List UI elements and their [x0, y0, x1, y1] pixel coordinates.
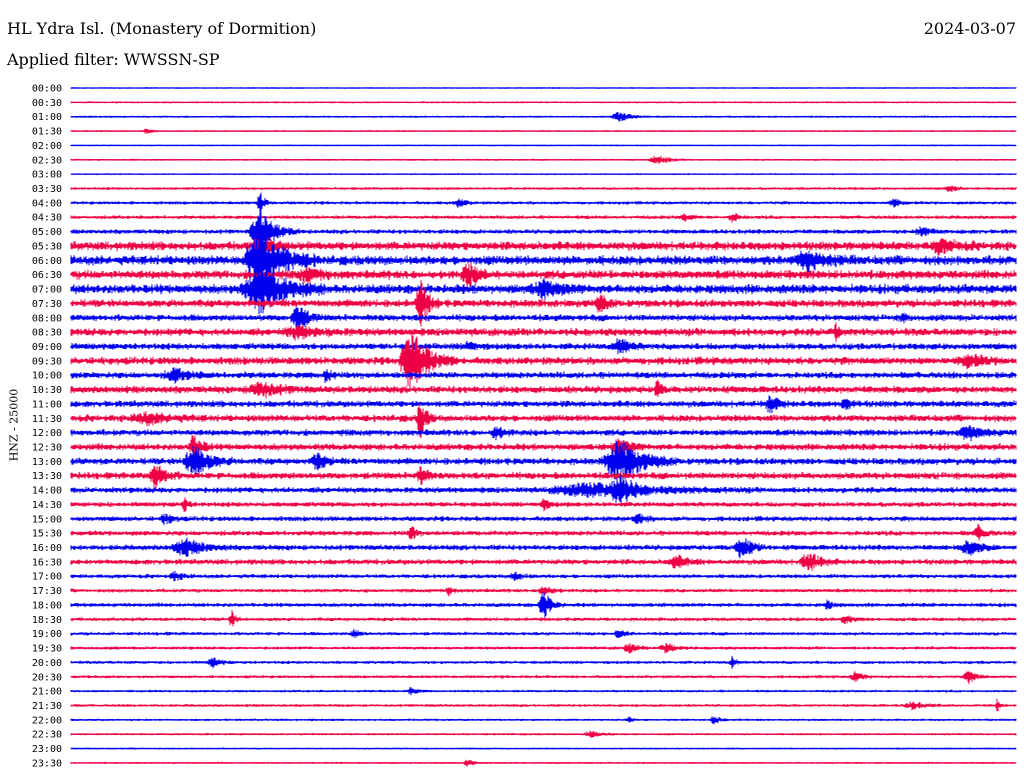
time-tick-label: 15:30: [32, 529, 62, 540]
trace-row: [70, 671, 1017, 685]
time-tick-label: 21:00: [32, 687, 62, 698]
time-tick-label: 08:00: [32, 313, 62, 324]
time-tick-label: 05:00: [32, 227, 62, 238]
time-tick-label: 13:30: [32, 471, 62, 482]
trace-row: [70, 307, 1017, 331]
record-date: 2024-03-07: [923, 19, 1016, 38]
time-tick-label: 19:30: [32, 644, 62, 655]
time-tick-label: 07:30: [32, 299, 62, 310]
time-tick-label: 01:00: [32, 112, 62, 123]
time-tick-label: 16:00: [32, 543, 62, 554]
trace-row: [70, 435, 1017, 461]
time-tick-label: 13:00: [32, 457, 62, 468]
time-tick-label: 23:00: [32, 744, 62, 755]
time-tick-label: 00:30: [32, 98, 62, 109]
time-tick-label: 03:30: [32, 184, 62, 195]
time-tick-label: 22:30: [32, 730, 62, 741]
time-tick-label: 09:30: [32, 356, 62, 367]
time-tick-label: 06:00: [32, 256, 62, 267]
time-tick-label: 09:00: [32, 342, 62, 353]
time-tick-label: 20:30: [32, 672, 62, 683]
time-tick-label: 02:30: [32, 155, 62, 166]
time-tick-label: 12:00: [32, 428, 62, 439]
time-tick-label: 01:30: [32, 127, 62, 138]
time-tick-label: 15:00: [32, 514, 62, 525]
time-tick-label: 18:30: [32, 615, 62, 626]
time-tick-label: 22:00: [32, 715, 62, 726]
time-tick-label: 17:00: [32, 572, 62, 583]
time-tick-label: 14:30: [32, 500, 62, 511]
time-tick-label: 11:30: [32, 414, 62, 425]
time-tick-label: 18:00: [32, 600, 62, 611]
time-tick-label: 00:00: [32, 84, 62, 95]
time-tick-label: 17:30: [32, 586, 62, 597]
trace-row: [70, 465, 1017, 490]
time-tick-label: 04:00: [32, 198, 62, 209]
time-tick-label: 07:00: [32, 285, 62, 296]
time-tick-label: 10:00: [32, 371, 62, 382]
time-tick-label: 19:00: [32, 629, 62, 640]
applied-filter: Applied filter: WWSSN-SP: [7, 50, 220, 69]
time-tick-label: 11:00: [32, 399, 62, 410]
time-tick-label: 12:30: [32, 443, 62, 454]
time-tick-label: 05:30: [32, 241, 62, 252]
time-tick-label: 03:00: [32, 170, 62, 181]
time-tick-label: 21:30: [32, 701, 62, 712]
time-tick-label: 23:30: [32, 758, 62, 769]
time-tick-label: 20:00: [32, 658, 62, 669]
time-tick-label: 14:00: [32, 486, 62, 497]
time-tick-label: 02:00: [32, 141, 62, 152]
time-tick-label: 04:30: [32, 213, 62, 224]
trace-row: [70, 523, 1017, 541]
time-tick-label: 08:30: [32, 328, 62, 339]
time-tick-label: 16:30: [32, 557, 62, 568]
time-tick-label: 06:30: [32, 270, 62, 281]
station-title: HL Ydra Isl. (Monastery of Dormition): [7, 19, 317, 38]
time-tick-label: 10:30: [32, 385, 62, 396]
